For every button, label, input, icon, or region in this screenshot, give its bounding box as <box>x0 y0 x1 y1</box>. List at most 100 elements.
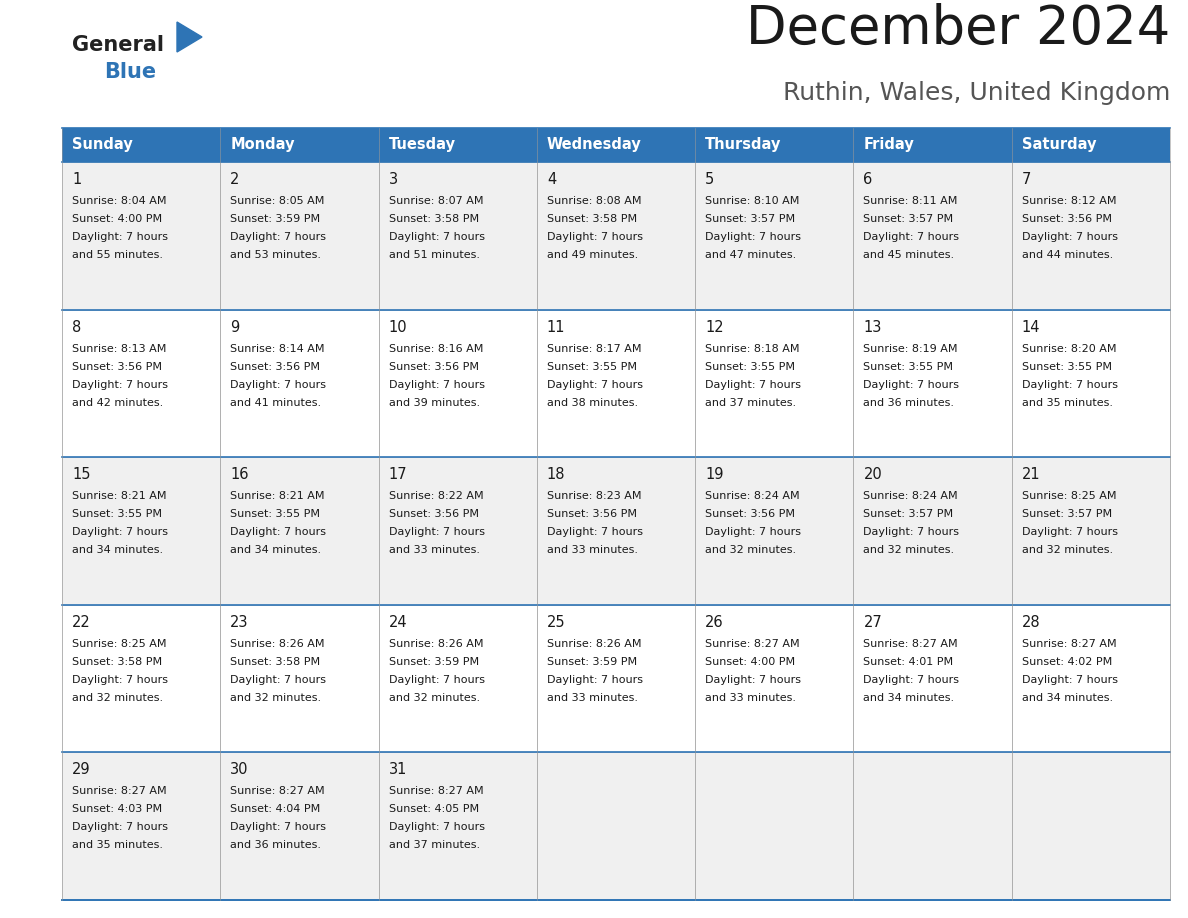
Text: 1: 1 <box>72 172 81 187</box>
Text: and 34 minutes.: and 34 minutes. <box>230 545 322 555</box>
Text: Daylight: 7 hours: Daylight: 7 hours <box>1022 675 1118 685</box>
Text: and 51 minutes.: and 51 minutes. <box>388 250 480 260</box>
Text: Sunrise: 8:05 AM: Sunrise: 8:05 AM <box>230 196 324 206</box>
Text: Monday: Monday <box>230 138 295 152</box>
Text: 15: 15 <box>72 467 90 482</box>
Text: Sunset: 3:57 PM: Sunset: 3:57 PM <box>864 509 954 520</box>
Text: 30: 30 <box>230 763 248 778</box>
Text: 24: 24 <box>388 615 407 630</box>
Text: Daylight: 7 hours: Daylight: 7 hours <box>864 527 960 537</box>
Text: Daylight: 7 hours: Daylight: 7 hours <box>546 527 643 537</box>
Text: and 47 minutes.: and 47 minutes. <box>706 250 796 260</box>
Text: 11: 11 <box>546 319 565 334</box>
Text: Sunrise: 8:26 AM: Sunrise: 8:26 AM <box>546 639 642 649</box>
Text: Daylight: 7 hours: Daylight: 7 hours <box>230 527 327 537</box>
Text: and 38 minutes.: and 38 minutes. <box>546 397 638 408</box>
Text: Sunset: 4:03 PM: Sunset: 4:03 PM <box>72 804 162 814</box>
Bar <box>1012 605 1170 753</box>
Text: and 55 minutes.: and 55 minutes. <box>72 250 163 260</box>
Bar <box>853 309 1012 457</box>
Text: Daylight: 7 hours: Daylight: 7 hours <box>388 675 485 685</box>
Text: Sunrise: 8:23 AM: Sunrise: 8:23 AM <box>546 491 642 501</box>
Bar <box>695 605 853 753</box>
Text: Daylight: 7 hours: Daylight: 7 hours <box>1022 527 1118 537</box>
Bar <box>537 162 695 309</box>
Text: Daylight: 7 hours: Daylight: 7 hours <box>388 527 485 537</box>
Text: Sunrise: 8:22 AM: Sunrise: 8:22 AM <box>388 491 484 501</box>
Text: Sunset: 3:55 PM: Sunset: 3:55 PM <box>1022 362 1112 372</box>
Text: 14: 14 <box>1022 319 1041 334</box>
Text: 26: 26 <box>706 615 723 630</box>
Text: and 32 minutes.: and 32 minutes. <box>388 693 480 703</box>
Text: Sunset: 3:58 PM: Sunset: 3:58 PM <box>388 214 479 224</box>
Text: and 33 minutes.: and 33 minutes. <box>546 545 638 555</box>
Bar <box>62 309 220 457</box>
Bar <box>62 605 220 753</box>
Text: Sunset: 3:58 PM: Sunset: 3:58 PM <box>230 656 321 666</box>
Bar <box>62 162 220 309</box>
Bar <box>62 128 220 162</box>
Text: Sunset: 3:58 PM: Sunset: 3:58 PM <box>72 656 162 666</box>
Text: Daylight: 7 hours: Daylight: 7 hours <box>72 675 168 685</box>
Text: Sunset: 3:59 PM: Sunset: 3:59 PM <box>388 656 479 666</box>
Text: and 44 minutes.: and 44 minutes. <box>1022 250 1113 260</box>
Text: Daylight: 7 hours: Daylight: 7 hours <box>864 232 960 242</box>
Text: Daylight: 7 hours: Daylight: 7 hours <box>706 232 801 242</box>
Text: Tuesday: Tuesday <box>388 138 455 152</box>
Text: 29: 29 <box>72 763 90 778</box>
Bar <box>379 605 537 753</box>
Bar <box>853 162 1012 309</box>
Text: Sunrise: 8:25 AM: Sunrise: 8:25 AM <box>1022 491 1117 501</box>
Bar <box>62 753 220 900</box>
Text: and 33 minutes.: and 33 minutes. <box>546 693 638 703</box>
Text: Sunrise: 8:10 AM: Sunrise: 8:10 AM <box>706 196 800 206</box>
Text: Daylight: 7 hours: Daylight: 7 hours <box>1022 232 1118 242</box>
Bar <box>1012 162 1170 309</box>
Bar <box>1012 457 1170 605</box>
Bar <box>379 753 537 900</box>
Text: Sunrise: 8:17 AM: Sunrise: 8:17 AM <box>546 343 642 353</box>
Text: Daylight: 7 hours: Daylight: 7 hours <box>230 675 327 685</box>
Text: Sunrise: 8:27 AM: Sunrise: 8:27 AM <box>706 639 800 649</box>
Text: Sunset: 3:56 PM: Sunset: 3:56 PM <box>388 509 479 520</box>
Text: 6: 6 <box>864 172 873 187</box>
Text: Sunset: 3:56 PM: Sunset: 3:56 PM <box>388 362 479 372</box>
Text: Sunrise: 8:19 AM: Sunrise: 8:19 AM <box>864 343 958 353</box>
Text: and 34 minutes.: and 34 minutes. <box>1022 693 1113 703</box>
Text: Ruthin, Wales, United Kingdom: Ruthin, Wales, United Kingdom <box>783 81 1170 105</box>
Text: Sunrise: 8:21 AM: Sunrise: 8:21 AM <box>230 491 324 501</box>
Text: Sunrise: 8:13 AM: Sunrise: 8:13 AM <box>72 343 166 353</box>
Text: Sunset: 4:04 PM: Sunset: 4:04 PM <box>230 804 321 814</box>
Text: Sunrise: 8:27 AM: Sunrise: 8:27 AM <box>1022 639 1117 649</box>
Bar <box>853 128 1012 162</box>
Text: Sunrise: 8:27 AM: Sunrise: 8:27 AM <box>864 639 958 649</box>
Text: and 34 minutes.: and 34 minutes. <box>72 545 163 555</box>
Text: 3: 3 <box>388 172 398 187</box>
Text: Sunset: 3:57 PM: Sunset: 3:57 PM <box>706 214 795 224</box>
Bar <box>537 605 695 753</box>
Text: Thursday: Thursday <box>706 138 782 152</box>
Text: and 35 minutes.: and 35 minutes. <box>1022 397 1113 408</box>
Bar <box>537 309 695 457</box>
Text: Sunrise: 8:12 AM: Sunrise: 8:12 AM <box>1022 196 1117 206</box>
Text: Sunrise: 8:21 AM: Sunrise: 8:21 AM <box>72 491 166 501</box>
Bar <box>1012 309 1170 457</box>
Text: Daylight: 7 hours: Daylight: 7 hours <box>230 823 327 833</box>
Text: Daylight: 7 hours: Daylight: 7 hours <box>1022 380 1118 389</box>
Bar <box>695 162 853 309</box>
Text: Sunset: 3:58 PM: Sunset: 3:58 PM <box>546 214 637 224</box>
Bar <box>379 162 537 309</box>
Text: Sunrise: 8:24 AM: Sunrise: 8:24 AM <box>864 491 958 501</box>
Text: and 36 minutes.: and 36 minutes. <box>864 397 954 408</box>
Text: 4: 4 <box>546 172 556 187</box>
Bar <box>537 457 695 605</box>
Text: 2: 2 <box>230 172 240 187</box>
Text: General: General <box>72 35 164 55</box>
Text: Sunrise: 8:11 AM: Sunrise: 8:11 AM <box>864 196 958 206</box>
Text: 19: 19 <box>706 467 723 482</box>
Text: Daylight: 7 hours: Daylight: 7 hours <box>230 232 327 242</box>
Text: 27: 27 <box>864 615 883 630</box>
Bar <box>62 457 220 605</box>
Text: Sunrise: 8:27 AM: Sunrise: 8:27 AM <box>230 787 324 797</box>
Bar <box>220 309 379 457</box>
